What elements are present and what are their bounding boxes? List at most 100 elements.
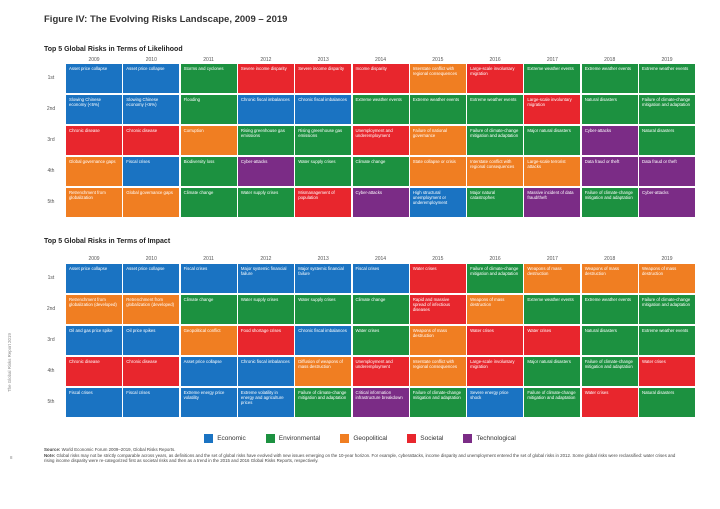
legend-item-geopolitical: Geopolitical	[340, 434, 387, 443]
likelihood-risk-cell: Rising greenhouse gas emissions	[237, 126, 294, 155]
likelihood-risk-cell: Failure of climate-change mitigation and…	[581, 188, 638, 217]
impact-risk-cell: Water crises	[352, 326, 409, 355]
page-number: 8	[10, 455, 13, 460]
report-side-label: The Global Risks Report 2019	[7, 333, 12, 392]
likelihood-risk-cell: Climate change	[180, 188, 237, 217]
impact-risk-cell: Retrenchment from globalization (develop…	[66, 295, 122, 324]
year-header-2013: 2013	[317, 256, 329, 262]
legend-label-geopolitical: Geopolitical	[353, 435, 388, 442]
likelihood-risk-cell: Asset price collapse	[123, 64, 180, 93]
impact-risk-cell: Chronic fiscal imbalances	[295, 326, 352, 355]
impact-risk-cell: Water crises	[524, 326, 581, 355]
impact-risk-cell: Asset price collapse	[66, 264, 122, 293]
impact-risk-cell: Asset price collapse	[180, 357, 237, 386]
rank-label-3rd: 3rd	[47, 137, 55, 143]
likelihood-risk-cell: Data fraud or theft	[581, 157, 638, 186]
legend-item-technological: Technological	[463, 434, 516, 443]
year-header-2013: 2013	[317, 57, 329, 63]
likelihood-risk-cell: Cyber-attacks	[581, 126, 638, 155]
year-header-2009: 2009	[88, 256, 100, 262]
likelihood-risk-cell: Data fraud or theft	[639, 157, 695, 186]
year-header-2015: 2015	[432, 57, 444, 63]
likelihood-risk-cell: Chronic fiscal imbalances	[237, 95, 294, 124]
year-header-2009: 2009	[88, 57, 100, 63]
legend-swatch-geopolitical	[340, 434, 350, 443]
likelihood-risk-cell: Interstate conflict with regional conseq…	[409, 64, 466, 93]
likelihood-risk-cell: Extreme weather events	[581, 64, 638, 93]
likelihood-risk-cell: Natural disasters	[581, 95, 638, 124]
likelihood-risk-cell: Extreme weather events	[352, 95, 409, 124]
likelihood-risk-cell: Large-scale involuntary migration	[467, 64, 524, 93]
year-header-2014: 2014	[374, 256, 387, 262]
likelihood-risk-cell: Chronic disease	[66, 126, 122, 155]
impact-risk-cell: Natural disasters	[581, 326, 638, 355]
year-header-2016: 2016	[489, 256, 501, 262]
impact-risk-cell: Diffusion of weapons of mass destruction	[295, 357, 352, 386]
rank-label-1st: 1st	[47, 275, 55, 281]
impact-risk-cell: Fiscal crises	[123, 388, 180, 417]
legend-label-technological: Technological	[476, 435, 516, 442]
likelihood-risk-cell: Retrenchment from globalization	[66, 188, 122, 217]
impact-risk-cell: Geopolitical conflict	[180, 326, 237, 355]
likelihood-risk-cell: Extreme weather events	[639, 64, 695, 93]
likelihood-risk-cell: Fiscal crises	[123, 157, 180, 186]
likelihood-risk-cell: Water supply crises	[295, 157, 352, 186]
likelihood-risk-cell: Slowing Chinese economy (<6%)	[66, 95, 122, 124]
rank-label-2nd: 2nd	[46, 306, 56, 312]
likelihood-risk-cell: Corruption	[180, 126, 237, 155]
likelihood-risk-cell: Failure of climate-change mitigation and…	[467, 126, 524, 155]
legend-swatch-technological	[463, 434, 473, 443]
likelihood-risk-cell: Severe income disparity	[295, 64, 352, 93]
impact-risk-cell: Weapons of mass destruction	[524, 264, 581, 293]
impact-risk-cell: Water crises	[581, 388, 638, 417]
likelihood-risk-cell: Global governance gaps	[66, 157, 122, 186]
year-header-2019: 2019	[661, 57, 673, 63]
rank-label-4th: 4th	[47, 368, 55, 374]
impact-risk-cell: Extreme weather events	[639, 326, 695, 355]
likelihood-risk-cell: Extreme weather events	[467, 95, 524, 124]
year-header-2010: 2010	[145, 57, 157, 63]
impact-risk-cell: Unemployment and underemployment	[352, 357, 409, 386]
impact-risk-cell: Major systemic financial failure	[295, 264, 352, 293]
likelihood-risk-cell: Interstate conflict with regional conseq…	[467, 157, 524, 186]
impact-risk-cell: Climate change	[180, 295, 237, 324]
impact-risk-cell: Failure of climate-change mitigation and…	[524, 388, 581, 417]
year-header-2015: 2015	[432, 256, 444, 262]
rank-label-1st: 1st	[47, 75, 55, 81]
impact-risk-cell: Extreme energy price volatility	[180, 388, 237, 417]
likelihood-risk-cell: Natural disasters	[639, 126, 695, 155]
impact-risk-cell: Water crises	[639, 357, 695, 386]
year-header-2018: 2018	[604, 256, 616, 262]
impact-risk-cell: Severe energy price shock	[467, 388, 524, 417]
likelihood-risk-cell: Asset price collapse	[66, 64, 122, 93]
likelihood-risk-cell: Slowing Chinese economy (<6%)	[123, 95, 180, 124]
impact-risk-cell: Water supply crises	[237, 295, 294, 324]
likelihood-risk-cell: Unemployment and underemployment	[352, 126, 409, 155]
impact-risk-cell: Major natural disasters	[524, 357, 581, 386]
impact-risk-cell: Climate change	[352, 295, 409, 324]
likelihood-risk-cell: Major natural catastrophes	[467, 188, 524, 217]
likelihood-risk-cell: Storms and cyclones	[180, 64, 237, 93]
legend-item-societal: Societal	[407, 434, 443, 443]
likelihood-risk-cell: Large-scale involuntary migration	[524, 95, 581, 124]
rank-label-4th: 4th	[47, 168, 55, 174]
likelihood-risk-cell: Climate change	[352, 157, 409, 186]
legend-label-economic: Economic	[217, 435, 246, 442]
source-line: Source: World Economic Forum 2009–2019, …	[44, 447, 684, 453]
rank-label-5th: 5th	[47, 199, 55, 205]
likelihood-risk-cell: State collapse or crisis	[409, 157, 466, 186]
legend-item-economic: Economic	[204, 434, 246, 443]
impact-risk-cell: Water crises	[467, 326, 524, 355]
likelihood-risk-cell: High structural unemployment or underemp…	[409, 188, 466, 217]
year-header-2012: 2012	[260, 256, 272, 262]
impact-risk-cell: Weapons of mass destruction	[581, 264, 638, 293]
legend-label-societal: Societal	[420, 435, 444, 442]
impact-risk-cell: Oil price spikes	[123, 326, 180, 355]
impact-risk-cell: Weapons of mass destruction	[467, 295, 524, 324]
year-header-2010: 2010	[145, 256, 157, 262]
likelihood-risk-cell: Failure of national governance	[409, 126, 466, 155]
impact-risk-cell: Failure of climate-change mitigation and…	[581, 357, 638, 386]
impact-risk-cell: Chronic disease	[66, 357, 122, 386]
impact-risk-cell: Fiscal crises	[180, 264, 237, 293]
category-legend: Economic Environmental Geopolitical Societa…	[0, 434, 720, 443]
